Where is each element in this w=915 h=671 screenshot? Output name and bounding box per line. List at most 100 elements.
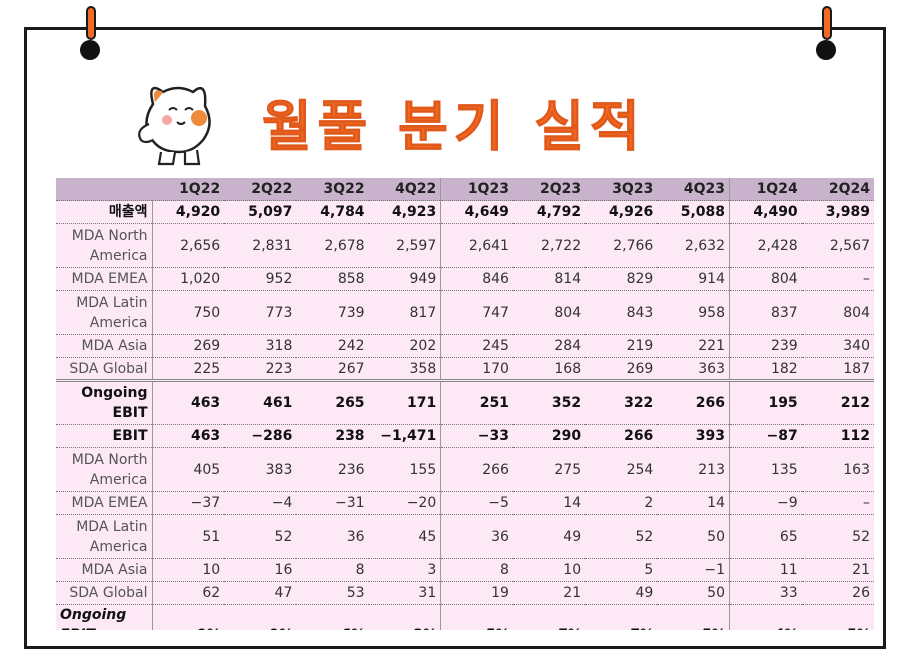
table-cell: 213 xyxy=(657,447,731,492)
table-cell: 195 xyxy=(729,379,802,425)
earnings-table-container: 1Q22 2Q22 3Q22 4Q22 1Q23 2Q23 3Q23 4Q23 … xyxy=(56,178,874,630)
table-cell: 363 xyxy=(657,357,731,381)
table-cell: 4,920 xyxy=(152,200,225,224)
table-cell: – xyxy=(801,491,874,515)
table-cell: 16 xyxy=(224,558,297,582)
table-cell: 846 xyxy=(440,267,513,291)
row-label: MDA North America xyxy=(56,447,153,492)
table-cell: 952 xyxy=(224,267,297,291)
table-cell: −33 xyxy=(440,424,513,448)
table-cell: 2,831 xyxy=(224,223,297,268)
table-cell: 358 xyxy=(368,357,442,381)
table-row: MDA Asia 269 318 242 202 245 284 219 221 239 340 xyxy=(56,334,874,358)
table-cell: 187 xyxy=(801,357,874,381)
table-cell: 814 xyxy=(512,267,586,291)
row-label: MDA Latin America xyxy=(56,290,153,335)
table-header-row: 1Q22 2Q22 3Q22 4Q22 1Q23 2Q23 3Q23 4Q23 … xyxy=(56,178,874,201)
table-cell: 202 xyxy=(368,334,442,358)
table-cell: 804 xyxy=(729,267,802,291)
table-cell: 4,649 xyxy=(440,200,513,224)
table-cell: 4,784 xyxy=(296,200,369,224)
table-row: MDA EMEA −37 −4 −31 −20 −5 14 2 14 −9– xyxy=(56,491,874,515)
table-cell: 5% xyxy=(657,604,731,630)
header-cell: 2Q24 xyxy=(801,178,874,201)
table-cell: 2,428 xyxy=(729,223,802,268)
table-cell: 52 xyxy=(585,514,658,559)
table-cell: 8 xyxy=(296,558,369,582)
table-cell: 290 xyxy=(512,424,586,448)
table-cell: 219 xyxy=(585,334,658,358)
table-cell: 53 xyxy=(296,581,369,605)
table-cell: 223 xyxy=(224,357,297,381)
table-cell: 21 xyxy=(512,581,586,605)
table-cell: 49 xyxy=(512,514,586,559)
table-cell: 168 xyxy=(512,357,586,381)
table-cell: −87 xyxy=(729,424,802,448)
table-cell: 4% xyxy=(729,604,802,630)
table-cell: 405 xyxy=(152,447,225,492)
table-cell: −1 xyxy=(657,558,731,582)
table-cell: 284 xyxy=(512,334,586,358)
row-label: SDA Global xyxy=(56,357,153,381)
row-label: MDA North America xyxy=(56,223,153,268)
table-cell: 463 xyxy=(152,379,225,425)
table-cell: 6% xyxy=(296,604,369,630)
table-cell: 2,678 xyxy=(296,223,369,268)
table-cell: 2,766 xyxy=(585,223,658,268)
table-cell: −20 xyxy=(368,491,442,515)
table-cell: 33 xyxy=(729,581,802,605)
table-cell: 2,567 xyxy=(801,223,874,268)
table-cell: −286 xyxy=(224,424,297,448)
table-cell: 3,989 xyxy=(801,200,874,224)
table-cell: 31 xyxy=(368,581,442,605)
table-cell: 212 xyxy=(801,379,874,425)
table-row: MDA Latin America 750 773 739 817 747 804 843 95… xyxy=(56,290,874,335)
table-cell: 171 xyxy=(368,379,442,425)
table-cell: 242 xyxy=(296,334,369,358)
table-cell: 182 xyxy=(729,357,802,381)
table-row: EBIT 463 −286 238 −1,471 −33 290 266 393 −87 112 xyxy=(56,424,874,448)
table-cell: 19 xyxy=(440,581,513,605)
table-cell: 804 xyxy=(512,290,586,335)
table-row: MDA Latin America 51 52 36 45 36 49 52 50 65 52 xyxy=(56,514,874,559)
table-cell: 163 xyxy=(801,447,874,492)
table-row: MDA Asia 10 16 8 3 8 10 5 −1 11 21 xyxy=(56,558,874,582)
table-cell: 65 xyxy=(729,514,802,559)
table-row: MDA North America 2,656 2,831 2,678 2,597 2,6… xyxy=(56,223,874,268)
table-cell: 5 xyxy=(585,558,658,582)
table-cell: 3 xyxy=(368,558,442,582)
row-label: MDA Latin America xyxy=(56,514,153,559)
table-cell: 843 xyxy=(585,290,658,335)
table-cell: 747 xyxy=(440,290,513,335)
table-cell: 322 xyxy=(585,379,658,425)
table-cell: 7% xyxy=(512,604,586,630)
table-cell: 949 xyxy=(368,267,442,291)
row-label: SDA Global xyxy=(56,581,153,605)
table-cell: 62 xyxy=(152,581,225,605)
table-cell: 239 xyxy=(729,334,802,358)
table-cell: 4,792 xyxy=(512,200,586,224)
table-cell: 238 xyxy=(296,424,369,448)
header-cell: 3Q23 xyxy=(585,178,658,201)
table-cell: 267 xyxy=(296,357,369,381)
table-cell: −5 xyxy=(440,491,513,515)
table-cell: 10 xyxy=(512,558,586,582)
table-cell: 393 xyxy=(657,424,731,448)
header-cell: 2Q22 xyxy=(224,178,297,201)
table-cell: −37 xyxy=(152,491,225,515)
table-cell: 135 xyxy=(729,447,802,492)
table-cell: 51 xyxy=(152,514,225,559)
header-cell: 1Q23 xyxy=(440,178,513,201)
table-cell: 463 xyxy=(152,424,225,448)
page-title: 월풀 분기 실적 xyxy=(262,94,646,158)
header-cell: 2Q23 xyxy=(512,178,586,201)
row-label: MDA Asia xyxy=(56,334,153,358)
table-cell: 8 xyxy=(440,558,513,582)
table-cell: 4,490 xyxy=(729,200,802,224)
table-cell: 958 xyxy=(657,290,731,335)
table-cell: 50 xyxy=(657,514,731,559)
header-cell xyxy=(56,178,152,201)
table-cell: 21 xyxy=(801,558,874,582)
table-cell: 4,923 xyxy=(368,200,442,224)
table-cell: 5% xyxy=(440,604,513,630)
